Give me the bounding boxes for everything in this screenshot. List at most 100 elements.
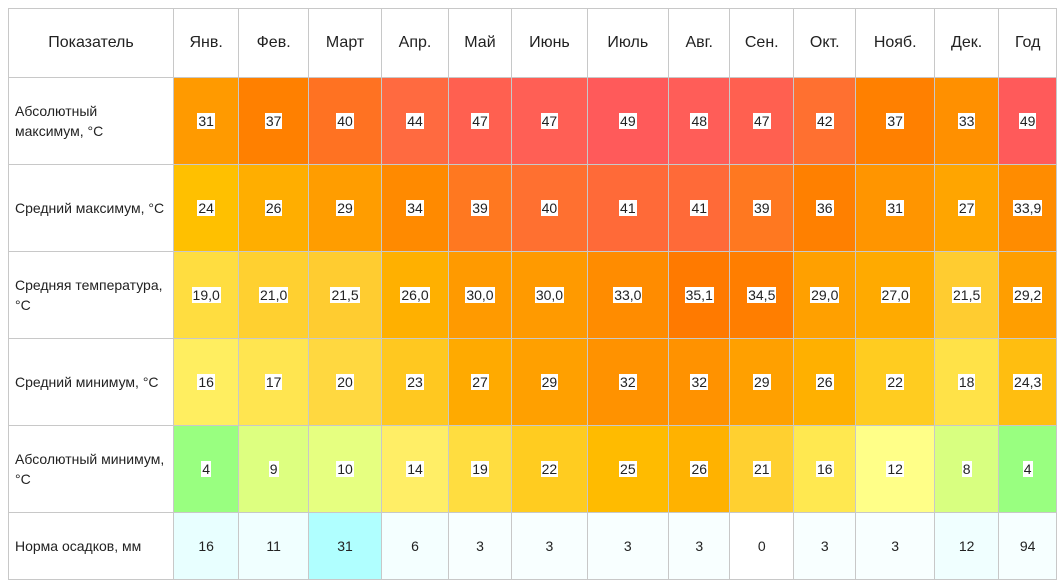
data-row: Средняя температура, °C 19,0 21,0 21,5 26,0 3… <box>8 251 1057 339</box>
cell-value: 29 <box>336 200 354 216</box>
row-label: Абсолютный максимум, °C <box>8 77 174 165</box>
cell-value: 41 <box>690 200 709 216</box>
cell-value: 4 <box>1022 461 1033 477</box>
cell-value: 19 <box>471 461 489 477</box>
header-cell: Июль <box>586 8 670 78</box>
value-cell: 11 <box>238 512 309 580</box>
value-cell: 12 <box>855 425 935 513</box>
header-row: Показатель Янв. Фев. Март Апр. Май Июнь Июль Авг… <box>8 8 1057 78</box>
cell-value: 25 <box>619 461 637 477</box>
cell-value: 31 <box>886 200 904 216</box>
cell-value: 16 <box>815 461 834 477</box>
value-cell: 26 <box>238 164 309 252</box>
value-cell: 34 <box>381 164 449 252</box>
header-cell: Янв. <box>172 8 240 78</box>
value-cell: 26,0 <box>381 251 449 339</box>
data-row: Норма осадков, мм 16 11 31 6 3 3 3 3 0 3 3 12 94 <box>8 512 1057 580</box>
cell-value: 4 <box>201 461 212 477</box>
climate-table-wrapper: Показатель Янв. Фев. Март Апр. Май Июнь Июль Авг… <box>8 8 1057 580</box>
cell-value: 6 <box>411 538 419 554</box>
value-cell: 22 <box>511 425 588 513</box>
cell-value: 47 <box>471 113 489 129</box>
cell-value: 32 <box>619 374 637 390</box>
cell-value: 29 <box>752 374 771 390</box>
value-cell: 3 <box>855 512 935 580</box>
value-cell: 16 <box>172 338 240 426</box>
value-cell: 21,5 <box>307 251 383 339</box>
cell-value: 41 <box>619 200 637 216</box>
cell-value: 3 <box>820 538 829 554</box>
value-cell: 27 <box>933 164 1000 252</box>
value-cell: 26 <box>792 338 857 426</box>
cell-value: 47 <box>752 113 771 129</box>
cell-value: 3 <box>623 538 632 554</box>
cell-value: 16 <box>197 374 215 390</box>
value-cell: 4 <box>172 425 240 513</box>
cell-value: 30,0 <box>465 287 495 303</box>
cell-value: 34,5 <box>747 287 777 303</box>
value-cell: 39 <box>729 164 794 252</box>
cell-value: 27 <box>471 374 489 390</box>
cell-value: 3 <box>695 538 704 554</box>
value-cell: 9 <box>238 425 309 513</box>
value-cell: 27 <box>447 338 513 426</box>
header-cell: Авг. <box>667 8 731 78</box>
cell-value: 36 <box>815 200 834 216</box>
row-label: Средний максимум, °C <box>8 164 174 252</box>
value-cell: 25 <box>586 425 670 513</box>
value-cell: 23 <box>381 338 449 426</box>
value-cell: 21,5 <box>933 251 1000 339</box>
cell-value: 18 <box>957 374 976 390</box>
cell-value: 29,2 <box>1013 287 1043 303</box>
value-cell: 41 <box>667 164 731 252</box>
value-cell: 34,5 <box>729 251 794 339</box>
cell-value: 11 <box>266 538 281 554</box>
value-cell: 22 <box>855 338 935 426</box>
value-cell: 30,0 <box>447 251 513 339</box>
value-cell: 31 <box>855 164 935 252</box>
cell-value: 21,0 <box>259 287 289 303</box>
cell-value: 21 <box>752 461 771 477</box>
value-cell: 19 <box>447 425 513 513</box>
value-cell: 27,0 <box>855 251 935 339</box>
cell-value: 26 <box>815 374 834 390</box>
value-cell: 40 <box>307 77 383 165</box>
header-cell: Фев. <box>238 8 309 78</box>
value-cell: 14 <box>381 425 449 513</box>
value-cell: 33 <box>933 77 1000 165</box>
cell-value: 49 <box>1018 113 1037 129</box>
cell-value: 47 <box>540 113 559 129</box>
value-cell: 8 <box>933 425 1000 513</box>
cell-value: 27 <box>957 200 976 216</box>
value-cell: 6 <box>381 512 449 580</box>
header-cell: Год <box>998 8 1057 78</box>
value-cell: 3 <box>447 512 513 580</box>
value-cell: 18 <box>933 338 1000 426</box>
header-cell: Окт. <box>792 8 857 78</box>
value-cell: 33,0 <box>586 251 670 339</box>
cell-value: 0 <box>757 538 766 554</box>
value-cell: 33,9 <box>998 164 1057 252</box>
header-cell: Апр. <box>381 8 449 78</box>
cell-value: 33,9 <box>1013 200 1043 216</box>
value-cell: 3 <box>511 512 588 580</box>
cell-value: 12 <box>958 538 975 554</box>
value-cell: 3 <box>792 512 857 580</box>
value-cell: 17 <box>238 338 309 426</box>
climate-table: Показатель Янв. Фев. Март Апр. Май Июнь Июль Авг… <box>8 8 1057 580</box>
value-cell: 47 <box>511 77 588 165</box>
data-row: Абсолютный максимум, °C 31 37 40 44 47 47 49 48 4… <box>8 77 1057 165</box>
cell-value: 33,0 <box>613 287 643 303</box>
cell-value: 27,0 <box>880 287 910 303</box>
cell-value: 9 <box>268 461 279 477</box>
value-cell: 21 <box>729 425 794 513</box>
cell-value: 37 <box>886 113 904 129</box>
cell-value: 21,5 <box>952 287 982 303</box>
cell-value: 31 <box>337 538 353 554</box>
value-cell: 24,3 <box>998 338 1057 426</box>
data-row: Абсолютный минимум, °C 4 9 10 14 19 22 25 26 21 16… <box>8 425 1057 513</box>
cell-value: 24 <box>197 200 215 216</box>
cell-value: 42 <box>815 113 834 129</box>
value-cell: 47 <box>447 77 513 165</box>
cell-value: 10 <box>336 461 354 477</box>
